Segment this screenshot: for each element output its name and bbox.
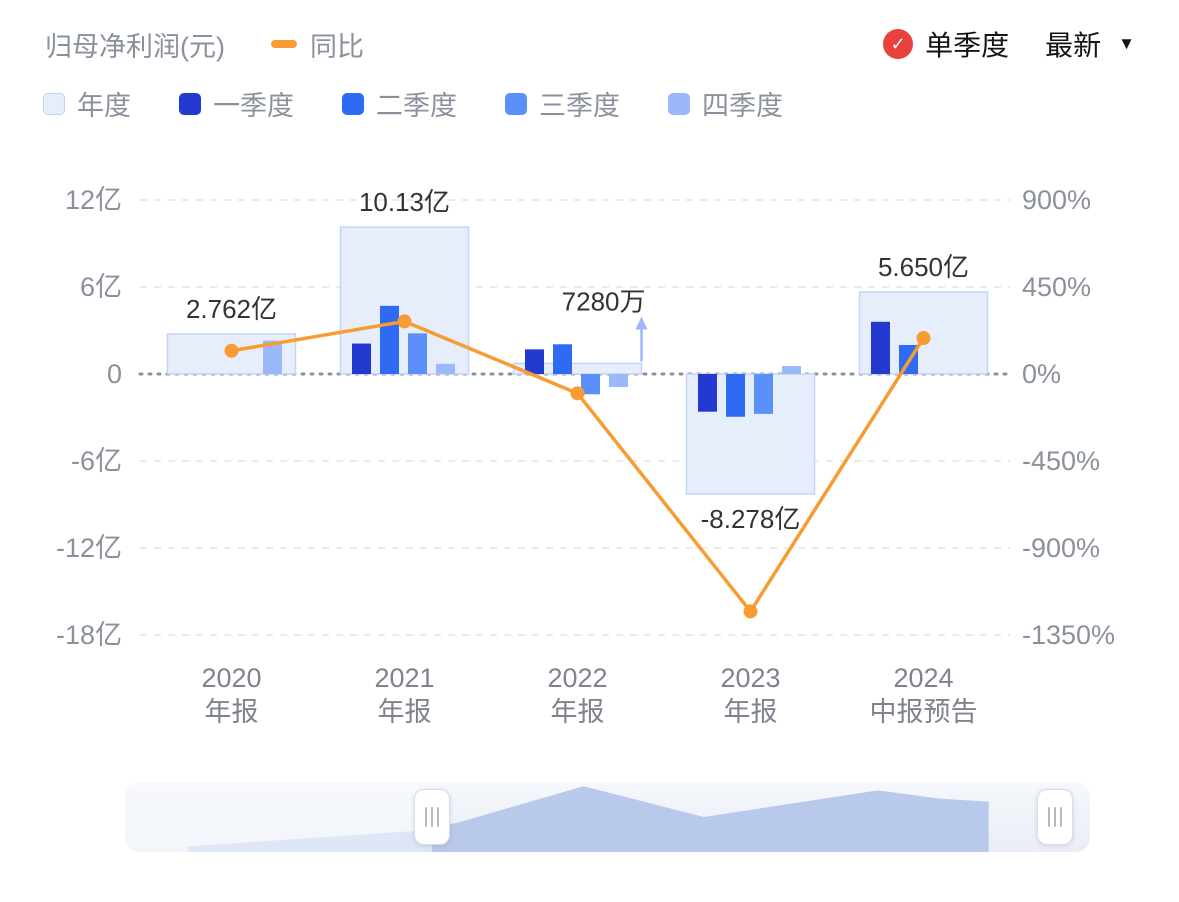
yoy-line-swatch-icon <box>270 40 297 48</box>
x-axis-label: 2020 <box>201 663 261 693</box>
yoy-point[interactable] <box>570 386 585 401</box>
right-axis-tick: 0% <box>1022 359 1061 389</box>
annual-value-label: 7280万 <box>562 286 646 316</box>
legend-swatch-icon <box>505 92 527 115</box>
quarter-bar[interactable] <box>525 349 544 374</box>
quarter-bar[interactable] <box>408 333 427 374</box>
annual-value-label: 2.762亿 <box>186 294 277 324</box>
single-quarter-toggle[interactable]: ✓ 单季度 <box>883 24 1009 64</box>
datazoom-dim-left <box>125 782 432 852</box>
chevron-down-icon: ▼ <box>1118 34 1135 53</box>
annual-value-label: -8.278亿 <box>701 504 801 534</box>
quarter-bar[interactable] <box>553 344 572 374</box>
datazoom-handle-right[interactable] <box>1037 789 1074 845</box>
annual-bar[interactable] <box>512 362 643 375</box>
x-axis-label: 年报 <box>724 697 778 727</box>
legend-item-label: 二季度 <box>376 91 457 121</box>
x-axis-label: 年报 <box>551 697 605 727</box>
right-axis-tick: 900% <box>1022 185 1091 215</box>
x-axis-label: 年报 <box>205 697 259 727</box>
legend-item-2[interactable]: 一季度 <box>179 84 294 123</box>
legend-item-label: 年度 <box>77 91 131 121</box>
legend-item-3[interactable]: 二季度 <box>342 84 457 123</box>
x-axis-label: 2021 <box>374 663 434 693</box>
legend-item-label: 三季度 <box>539 91 620 121</box>
left-axis-tick: 6亿 <box>80 272 122 302</box>
annual-value-label: 10.13亿 <box>359 187 450 217</box>
check-icon: ✓ <box>883 29 914 59</box>
chart-header: 归母净利润(元) 同比 ✓ 单季度 最新 ▼ <box>45 24 1135 64</box>
legend-item-4[interactable]: 三季度 <box>505 84 620 123</box>
left-axis-tick: 12亿 <box>65 185 122 215</box>
legend-swatch-icon <box>668 92 690 115</box>
quarter-bar[interactable] <box>609 374 628 388</box>
right-axis-tick: -1350% <box>1022 620 1115 650</box>
yoy-point[interactable] <box>224 343 239 358</box>
legend-item-label: 四季度 <box>702 91 783 121</box>
right-axis-tick: 450% <box>1022 272 1091 302</box>
right-axis-tick: -450% <box>1022 446 1100 476</box>
legend-swatch-icon <box>43 92 65 115</box>
series-legend-row: 年度 一季度 二季度 三季度 四季度 <box>43 84 783 123</box>
main-chart[interactable]: 12亿 6亿 0 -6亿 -12亿 -18亿 900% 450% 0% -450% -900% -13… <box>0 160 1179 750</box>
yoy-point[interactable] <box>397 314 412 329</box>
legend-item-1[interactable]: 年度 <box>43 84 131 123</box>
left-axis-tick: -6亿 <box>71 446 122 476</box>
quarter-bar[interactable] <box>698 374 717 412</box>
legend-swatch-icon <box>179 92 201 115</box>
quarter-bar[interactable] <box>871 321 890 374</box>
quarter-bar[interactable] <box>263 340 282 374</box>
datazoom-slider[interactable] <box>125 782 1090 852</box>
yoy-point[interactable] <box>916 331 931 346</box>
single-quarter-label: 单季度 <box>925 30 1010 61</box>
x-axis-label: 年报 <box>378 697 432 727</box>
right-axis-tick: -900% <box>1022 533 1100 563</box>
quarter-bar[interactable] <box>380 305 399 374</box>
left-axis-tick: -12亿 <box>56 533 122 563</box>
chart-title: 归母净利润(元) <box>45 31 225 62</box>
yoy-line-legend[interactable]: 同比 <box>270 25 364 64</box>
x-axis-label: 中报预告 <box>870 697 978 727</box>
datazoom-preview <box>125 782 989 852</box>
legend-swatch-icon <box>342 92 364 115</box>
x-axis-label: 2023 <box>720 663 780 693</box>
latest-label: 最新 <box>1045 30 1102 61</box>
left-axis-tick: 0 <box>107 359 122 389</box>
x-axis-label: 2022 <box>547 663 607 693</box>
yoy-line-legend-label: 同比 <box>309 31 364 62</box>
yoy-point[interactable] <box>743 604 758 619</box>
quarter-bar[interactable] <box>754 374 773 414</box>
left-axis-tick: -18亿 <box>56 620 122 650</box>
quarter-bar[interactable] <box>352 343 371 374</box>
quarter-bar[interactable] <box>782 366 801 374</box>
header-controls: ✓ 单季度 最新 ▼ <box>883 24 1135 64</box>
datazoom-handle-left[interactable] <box>413 789 450 845</box>
quarter-bar[interactable] <box>726 374 745 417</box>
annual-value-label: 5.650亿 <box>878 252 969 282</box>
quarter-bar[interactable] <box>436 363 455 374</box>
annotation-arrowhead-icon <box>635 316 648 330</box>
latest-dropdown[interactable]: 最新 ▼ <box>1045 24 1135 64</box>
legend-item-label: 一季度 <box>213 91 294 121</box>
x-axis-label: 2024 <box>893 663 953 693</box>
quarter-bar[interactable] <box>581 374 600 395</box>
legend-item-5[interactable]: 四季度 <box>668 84 783 123</box>
